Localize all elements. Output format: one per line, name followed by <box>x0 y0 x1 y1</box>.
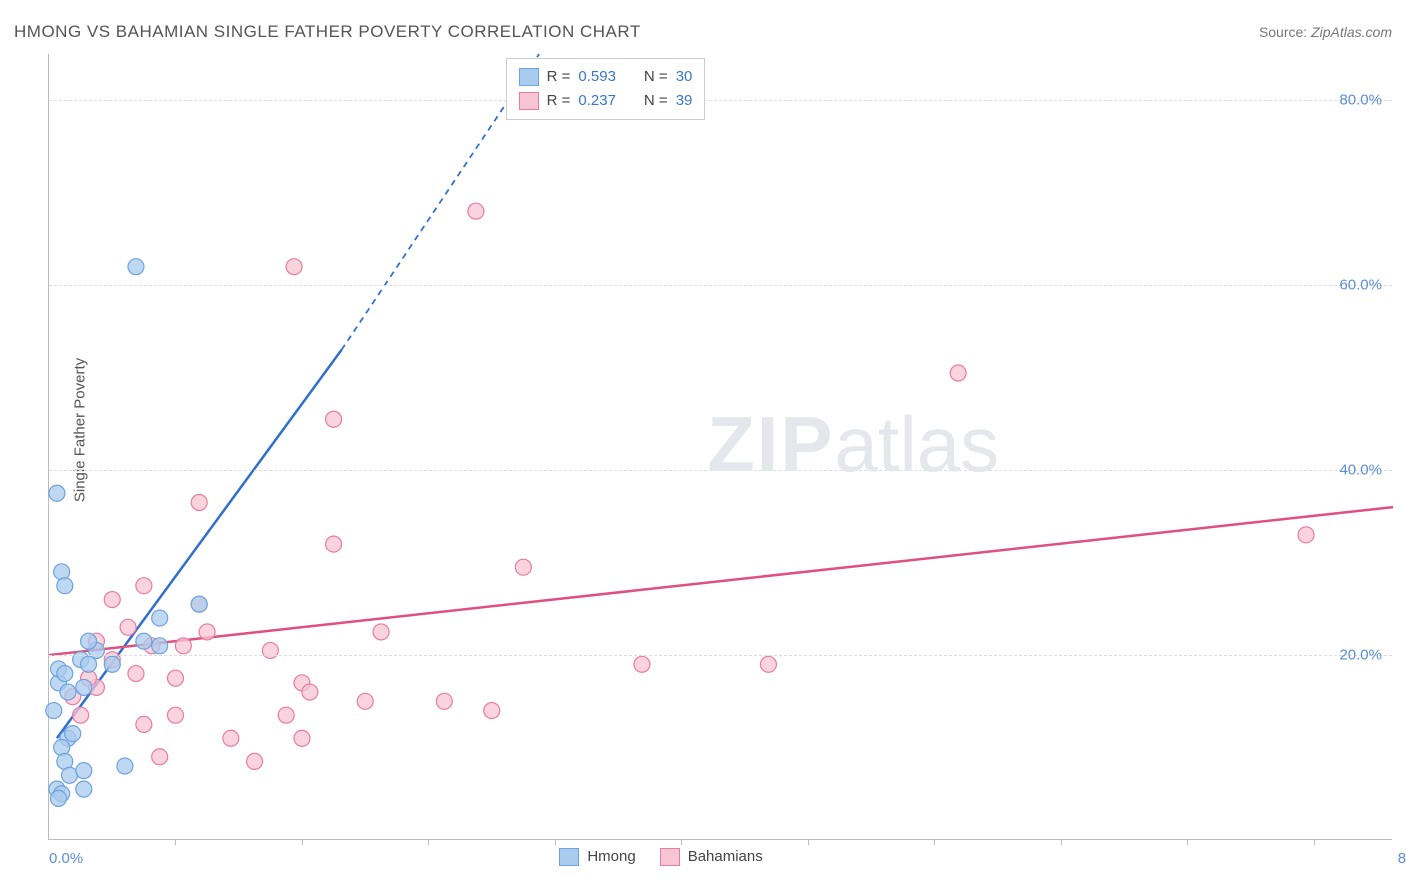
data-point-hmong <box>50 790 66 806</box>
data-point-hmong <box>60 684 76 700</box>
n-value: 39 <box>676 89 693 113</box>
legend-series-label: Hmong <box>587 845 635 869</box>
data-point-hmong <box>152 638 168 654</box>
source-label: Source: <box>1259 24 1307 40</box>
data-point-bahamians <box>223 730 239 746</box>
data-point-hmong <box>76 679 92 695</box>
data-point-bahamians <box>286 259 302 275</box>
ytick-label: 40.0% <box>1339 462 1382 479</box>
xtick <box>428 839 429 845</box>
chart-title: HMONG VS BAHAMIAN SINGLE FATHER POVERTY … <box>14 22 641 42</box>
data-point-hmong <box>104 656 120 672</box>
data-point-bahamians <box>136 716 152 732</box>
chart-container: HMONG VS BAHAMIAN SINGLE FATHER POVERTY … <box>0 0 1406 892</box>
ytick-label: 60.0% <box>1339 277 1382 294</box>
legend-series-item: Hmong <box>559 845 635 869</box>
r-value: 0.593 <box>578 65 616 89</box>
data-point-bahamians <box>515 559 531 575</box>
data-point-bahamians <box>120 619 136 635</box>
r-label: R = <box>547 89 571 113</box>
data-point-bahamians <box>484 703 500 719</box>
ytick-label: 20.0% <box>1339 647 1382 664</box>
legend-series-item: Bahamians <box>660 845 763 869</box>
data-point-bahamians <box>436 693 452 709</box>
xtick <box>1314 839 1315 845</box>
legend-stats-row: R = 0.237 N = 39 <box>519 89 693 113</box>
gridline-h <box>49 655 1392 656</box>
xtick <box>808 839 809 845</box>
source-attribution: Source: ZipAtlas.com <box>1259 24 1392 40</box>
data-point-hmong <box>76 763 92 779</box>
legend-stats-row: R = 0.593 N = 30 <box>519 65 693 89</box>
xtick-label-min: 0.0% <box>49 850 83 867</box>
data-point-hmong <box>62 767 78 783</box>
data-point-hmong <box>65 726 81 742</box>
data-point-hmong <box>54 740 70 756</box>
data-point-hmong <box>117 758 133 774</box>
data-point-hmong <box>81 656 97 672</box>
xtick <box>302 839 303 845</box>
data-point-hmong <box>81 633 97 649</box>
legend-stats: R = 0.593 N = 30 R = 0.237 N = 39 <box>506 58 706 120</box>
legend-series-label: Bahamians <box>688 845 763 869</box>
data-point-bahamians <box>760 656 776 672</box>
data-point-bahamians <box>294 730 310 746</box>
gridline-h <box>49 285 1392 286</box>
data-point-bahamians <box>136 578 152 594</box>
data-point-bahamians <box>302 684 318 700</box>
legend-swatch <box>519 92 539 110</box>
data-point-bahamians <box>167 707 183 723</box>
data-point-hmong <box>128 259 144 275</box>
data-point-bahamians <box>191 494 207 510</box>
gridline-h <box>49 100 1392 101</box>
data-point-bahamians <box>357 693 373 709</box>
xtick <box>1187 839 1188 845</box>
data-point-hmong <box>76 781 92 797</box>
data-point-bahamians <box>373 624 389 640</box>
xtick <box>1061 839 1062 845</box>
data-point-bahamians <box>175 638 191 654</box>
legend-swatch <box>660 848 680 866</box>
r-value: 0.237 <box>578 89 616 113</box>
data-point-bahamians <box>128 666 144 682</box>
data-point-hmong <box>57 578 73 594</box>
data-point-bahamians <box>468 203 484 219</box>
xtick-label-max: 8.0% <box>1398 850 1406 867</box>
r-label: R = <box>547 65 571 89</box>
data-point-bahamians <box>247 753 263 769</box>
source-value: ZipAtlas.com <box>1311 24 1392 40</box>
data-point-hmong <box>49 485 65 501</box>
data-point-bahamians <box>104 592 120 608</box>
gridline-h <box>49 470 1392 471</box>
n-label: N = <box>644 89 668 113</box>
plot-area: 20.0%40.0%60.0%80.0%0.0%8.0%ZIPatlasR =0… <box>48 54 1392 840</box>
data-point-bahamians <box>950 365 966 381</box>
chart-svg <box>49 54 1392 839</box>
xtick <box>175 839 176 845</box>
trend-line <box>49 507 1393 655</box>
data-point-hmong <box>46 703 62 719</box>
data-point-bahamians <box>1298 527 1314 543</box>
data-point-bahamians <box>152 749 168 765</box>
data-point-hmong <box>152 610 168 626</box>
data-point-hmong <box>54 564 70 580</box>
data-point-bahamians <box>199 624 215 640</box>
xtick <box>934 839 935 845</box>
data-point-bahamians <box>167 670 183 686</box>
n-value: 30 <box>676 65 693 89</box>
legend-swatch <box>519 68 539 86</box>
data-point-bahamians <box>326 536 342 552</box>
xtick <box>555 839 556 845</box>
data-point-bahamians <box>326 411 342 427</box>
data-point-hmong <box>136 633 152 649</box>
data-point-hmong <box>57 666 73 682</box>
legend-swatch <box>559 848 579 866</box>
legend-series: Hmong Bahamians <box>559 845 762 869</box>
n-label: N = <box>644 65 668 89</box>
data-point-bahamians <box>278 707 294 723</box>
data-point-bahamians <box>73 707 89 723</box>
data-point-bahamians <box>634 656 650 672</box>
data-point-hmong <box>191 596 207 612</box>
ytick-label: 80.0% <box>1339 92 1382 109</box>
